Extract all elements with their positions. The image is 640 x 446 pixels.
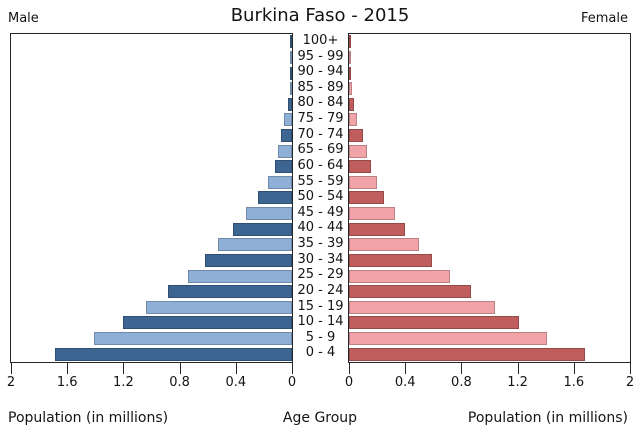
female-bar-5-9 <box>349 332 548 346</box>
female-bar-65-69 <box>349 144 368 158</box>
male-bar-45-49 <box>245 207 292 221</box>
age-label-75-79: 75 - 79 <box>297 111 344 127</box>
male-bar-85-89 <box>289 82 292 96</box>
age-label-30-34: 30 - 34 <box>297 251 344 267</box>
female-bar-70-74 <box>349 129 364 142</box>
xlabel-male-population: Population (in millions) <box>8 410 169 426</box>
xlabel-female-population: Population (in millions) <box>467 410 628 426</box>
male-bar-20-24 <box>168 285 292 299</box>
male-bar-15-19 <box>145 300 292 314</box>
male-axes <box>10 33 293 363</box>
male-bar-55-59 <box>268 175 292 189</box>
age-label-40-44: 40 - 44 <box>297 220 344 236</box>
age-label-5-9: 5 - 9 <box>305 329 336 345</box>
x-tick-label-left-0: 0 <box>287 375 297 390</box>
age-group-axis: 100+ 95 - 99 90 - 94 85 - 89 80 - 84 75 - 79 7… <box>292 33 349 361</box>
age-label-70-74: 70 - 74 <box>297 126 344 142</box>
age-label-55-59: 55 - 59 <box>297 173 344 189</box>
female-bar-80-84 <box>349 97 355 111</box>
female-bar-20-24 <box>349 285 472 299</box>
female-bar-100plus <box>349 35 351 49</box>
female-bar-55-59 <box>349 175 378 189</box>
age-label-50-54: 50 - 54 <box>297 189 344 205</box>
female-bar-30-34 <box>349 253 432 267</box>
male-bar-40-44 <box>233 222 292 236</box>
male-bar-80-84 <box>287 97 292 111</box>
male-bar-10-14 <box>123 316 292 330</box>
x-tick-left-0.8 <box>179 362 181 374</box>
x-tick-right-1.6 <box>573 362 575 374</box>
x-tick-left-1.6 <box>67 362 69 374</box>
female-bar-10-14 <box>349 316 519 330</box>
male-bar-90-94 <box>290 66 292 80</box>
x-tick-left-0.4 <box>235 362 237 374</box>
female-bar-85-89 <box>349 82 352 96</box>
x-tick-label-left-2: 2 <box>6 375 16 390</box>
male-bar-35-39 <box>217 238 292 252</box>
xlabel-age-group: Age Group <box>282 410 358 426</box>
male-bar-60-64 <box>275 160 292 174</box>
female-bar-95-99 <box>349 50 351 64</box>
x-tick-label-left-0.8: 0.8 <box>169 375 190 390</box>
age-label-15-19: 15 - 19 <box>297 298 344 314</box>
female-header-label: Female <box>580 11 628 26</box>
x-tick-right-0 <box>349 362 350 374</box>
age-label-45-49: 45 - 49 <box>297 204 344 220</box>
age-label-10-14: 10 - 14 <box>297 314 344 330</box>
x-tick-label-left-0.4: 0.4 <box>225 375 247 390</box>
x-tick-label-right-0: 0 <box>344 375 354 390</box>
male-bar-100plus <box>290 35 292 49</box>
x-tick-right-0.4 <box>405 362 407 374</box>
chart-title: Burkina Faso - 2015 <box>230 5 410 26</box>
male-header-label: Male <box>8 11 39 26</box>
age-label-35-39: 35 - 39 <box>297 236 344 252</box>
male-bar-95-99 <box>290 50 292 64</box>
male-bar-0-4 <box>54 347 292 361</box>
male-bar-65-69 <box>277 144 292 158</box>
female-bar-75-79 <box>349 113 358 127</box>
x-tick-left-1.2 <box>123 362 125 374</box>
male-bar-50-54 <box>258 191 292 205</box>
x-tick-left-2 <box>11 362 12 374</box>
age-label-90-94: 90 - 94 <box>297 64 344 80</box>
x-tick-label-left-1.6: 1.6 <box>56 375 78 390</box>
female-bar-15-19 <box>349 300 496 314</box>
female-bar-50-54 <box>349 191 385 205</box>
x-tick-label-left-1.2: 1.2 <box>113 375 134 390</box>
age-label-85-89: 85 - 89 <box>297 79 344 95</box>
age-label-80-84: 80 - 84 <box>297 95 344 111</box>
age-label-95-99: 95 - 99 <box>297 48 344 64</box>
female-bar-60-64 <box>349 160 372 174</box>
age-label-25-29: 25 - 29 <box>297 267 344 283</box>
male-bar-70-74 <box>280 129 292 142</box>
age-label-20-24: 20 - 24 <box>297 282 344 298</box>
female-bar-40-44 <box>349 222 406 236</box>
male-bar-75-79 <box>284 113 292 127</box>
age-label-60-64: 60 - 64 <box>297 157 344 173</box>
female-bar-90-94 <box>349 66 351 80</box>
female-bar-45-49 <box>349 207 396 221</box>
male-bar-25-29 <box>188 269 292 283</box>
x-tick-label-right-1.2: 1.2 <box>507 375 528 390</box>
x-tick-left-0 <box>292 362 293 374</box>
age-label-100plus: 100+ <box>302 33 339 48</box>
x-tick-right-1.2 <box>517 362 519 374</box>
x-tick-right-0.8 <box>461 362 463 374</box>
x-tick-label-right-0.4: 0.4 <box>394 375 416 390</box>
x-tick-label-right-2: 2 <box>625 375 635 390</box>
male-bar-5-9 <box>93 332 292 346</box>
female-bar-35-39 <box>349 238 420 252</box>
age-label-0-4: 0 - 4 <box>305 345 336 361</box>
x-tick-right-2 <box>630 362 631 374</box>
male-bar-30-34 <box>204 253 292 267</box>
x-tick-label-right-1.6: 1.6 <box>563 375 585 390</box>
female-axes <box>348 33 631 363</box>
x-tick-label-right-0.8: 0.8 <box>451 375 472 390</box>
age-label-65-69: 65 - 69 <box>297 142 344 158</box>
female-bar-25-29 <box>349 269 451 283</box>
female-bar-0-4 <box>349 347 586 361</box>
